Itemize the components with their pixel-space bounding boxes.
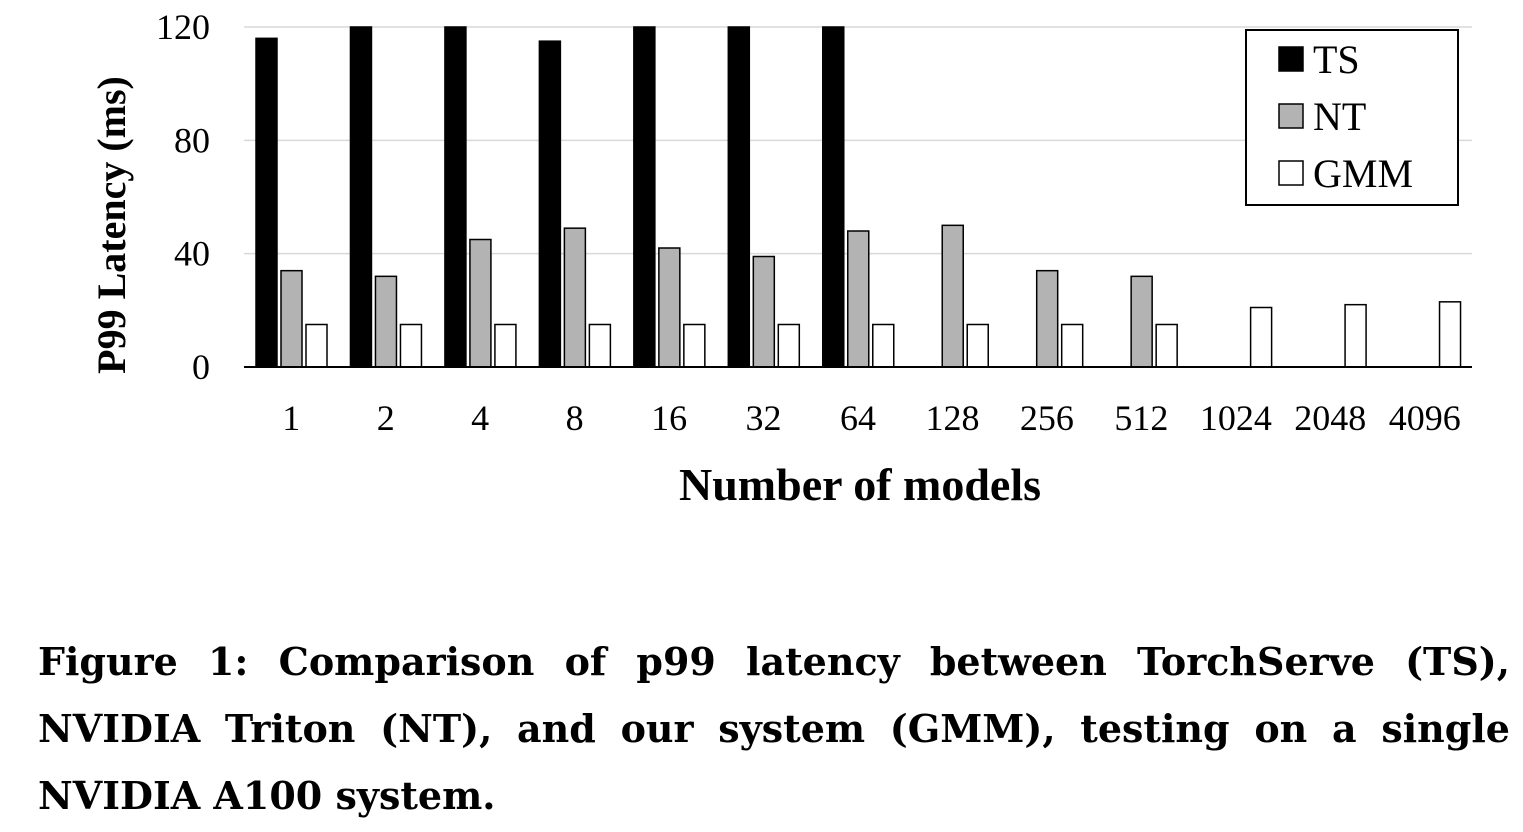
y-tick-label: 120 (156, 7, 210, 47)
bar-nt-16 (658, 247, 681, 368)
legend-label-nt: NT (1313, 94, 1366, 139)
x-tick-labels: 1 2 4 8 16 32 64 128 256 512 1024 2048 4096 (282, 398, 1461, 438)
bar-ts-4 (444, 26, 467, 368)
y-tick-label: 0 (192, 347, 210, 387)
x-tick-label: 32 (746, 398, 782, 438)
x-tick-label: 512 (1114, 398, 1168, 438)
bars (255, 26, 1462, 368)
bar-ts-16 (633, 26, 656, 368)
bar-gmm-128 (966, 323, 989, 368)
y-axis-title: P99 Latency (ms) (89, 76, 134, 374)
y-tick-label: 40 (174, 234, 210, 274)
x-tick-label: 1 (282, 398, 300, 438)
x-tick-label: 1024 (1200, 398, 1272, 438)
bar-ts-1 (255, 37, 278, 368)
bar-gmm-16 (683, 323, 706, 368)
bar-chart: 0 40 80 120 1 2 4 8 16 32 64 128 256 512 1024 2048 4096… (89, 7, 1472, 510)
x-tick-label: 128 (925, 398, 979, 438)
legend-swatch-ts (1278, 46, 1304, 72)
bar-gmm-64 (872, 323, 895, 368)
bar-nt-32 (752, 255, 776, 368)
bar-gmm-1 (305, 323, 328, 368)
bar-gmm-1024 (1249, 306, 1273, 368)
bar-gmm-4096 (1438, 301, 1462, 368)
bar-gmm-8 (588, 323, 612, 368)
x-tick-label: 2 (377, 398, 395, 438)
x-tick-label: 8 (566, 398, 584, 438)
bar-nt-64 (847, 230, 870, 368)
figure-caption: Figure 1: Comparison of p99 latency betw… (38, 639, 1510, 818)
legend-swatch-nt (1278, 103, 1304, 129)
bar-nt-4 (469, 238, 492, 368)
x-tick-label: 16 (651, 398, 687, 438)
bar-nt-8 (563, 227, 587, 368)
bar-ts-32 (727, 26, 751, 368)
bar-gmm-512 (1155, 323, 1178, 368)
legend: TS NT GMM (1245, 29, 1459, 206)
bar-ts-64 (822, 26, 845, 368)
x-tick-label: 4096 (1389, 398, 1461, 438)
x-tick-label: 2048 (1294, 398, 1366, 438)
legend-swatch-gmm (1278, 160, 1304, 186)
bar-gmm-2 (399, 323, 423, 368)
bar-ts-8 (538, 40, 562, 368)
x-tick-label: 4 (471, 398, 489, 438)
x-axis-title: Number of models (679, 459, 1041, 510)
legend-label-ts: TS (1313, 37, 1360, 82)
y-tick-labels: 0 40 80 120 (156, 7, 210, 387)
y-tick-label: 80 (174, 120, 210, 160)
legend-label-gmm: GMM (1313, 151, 1413, 196)
bar-nt-2 (374, 275, 398, 368)
bar-nt-128 (941, 224, 964, 368)
bar-nt-1 (280, 269, 303, 368)
bar-gmm-4 (494, 323, 517, 368)
x-tick-label: 64 (840, 398, 876, 438)
bar-gmm-2048 (1344, 303, 1367, 368)
bar-gmm-32 (777, 323, 801, 368)
bar-gmm-256 (1060, 323, 1084, 368)
x-tick-label: 256 (1020, 398, 1074, 438)
bar-ts-2 (349, 26, 373, 368)
bar-nt-256 (1035, 269, 1059, 368)
bar-nt-512 (1130, 275, 1153, 368)
